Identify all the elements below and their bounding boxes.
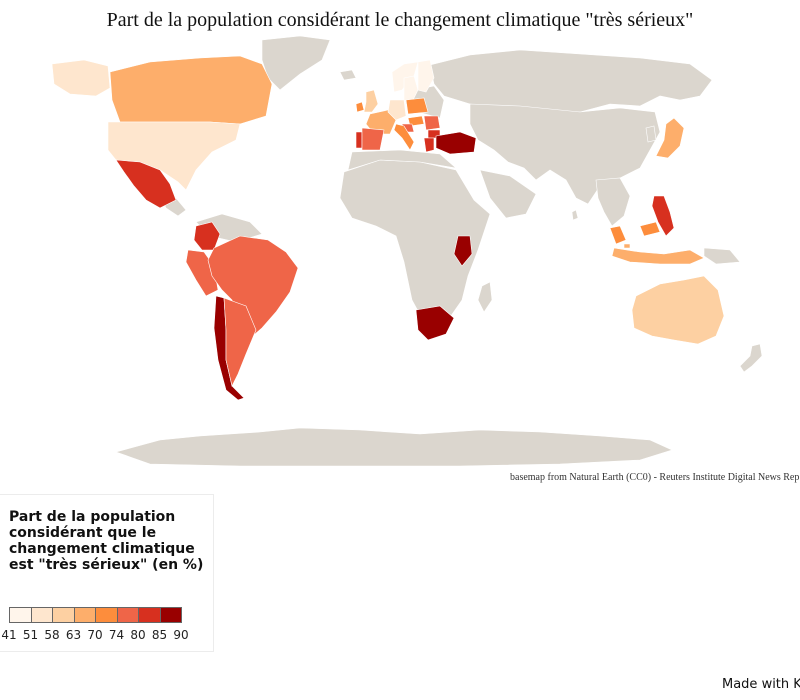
country-sweden: [403, 75, 419, 103]
country-philippines: [651, 195, 675, 237]
legend-swatch: [138, 607, 161, 623]
legend-tick-labels: 41 51 58 63 70 74 80 85 90: [0, 628, 205, 644]
country-spain: [361, 127, 385, 151]
legend-title: Part de la population considérant que le…: [9, 509, 204, 573]
made-with-credit[interactable]: Made with K: [722, 677, 800, 692]
country-korea: [645, 125, 657, 143]
legend-tick: 51: [22, 628, 39, 642]
country-se-asia: [595, 177, 631, 227]
legend-swatch: [73, 607, 96, 623]
legend-tick: 85: [151, 628, 168, 642]
legend-tick: 90: [173, 628, 189, 642]
map-attribution: basemap from Natural Earth (CC0) - Reute…: [510, 472, 800, 483]
country-malaysia-borneo: [639, 221, 661, 237]
country-france: [365, 109, 397, 135]
legend-tick: 58: [44, 628, 60, 642]
country-turkey: [435, 131, 477, 155]
country-sri-lanka: [571, 209, 579, 221]
country-greenland: [261, 35, 331, 91]
country-madagascar: [477, 281, 493, 313]
legend-tick: 74: [108, 628, 125, 642]
country-italy: [393, 123, 415, 151]
legend-swatches: [9, 607, 182, 623]
country-japan: [655, 117, 685, 159]
country-argentina: [223, 297, 257, 387]
country-africa: [339, 159, 491, 323]
legend-swatch: [52, 607, 75, 623]
country-russia: [429, 49, 713, 113]
country-ireland: [355, 101, 365, 113]
country-poland: [405, 97, 429, 115]
country-north-africa: [347, 149, 457, 171]
country-singapore: [623, 243, 631, 249]
legend-tick: 63: [65, 628, 82, 642]
country-romania: [423, 115, 441, 131]
country-indonesia: [611, 247, 705, 265]
country-australia: [631, 275, 725, 345]
legend-swatch: [159, 607, 182, 623]
legend-tick: 70: [87, 628, 103, 642]
country-greece: [423, 137, 435, 153]
country-uk: [363, 89, 379, 113]
country-south-africa: [415, 305, 455, 341]
country-malaysia: [609, 225, 627, 245]
country-antarctica: [114, 427, 673, 467]
world-map[interactable]: [0, 30, 800, 470]
country-papua: [703, 247, 741, 265]
legend-swatch: [95, 607, 118, 623]
map-title: Part de la population considérant le cha…: [106, 9, 694, 31]
legend-swatch: [116, 607, 139, 623]
country-arabia: [479, 169, 537, 219]
legend-swatch: [30, 607, 53, 623]
legend: Part de la population considérant que le…: [0, 494, 214, 652]
country-portugal: [355, 131, 363, 149]
country-alaska: [51, 59, 111, 97]
country-iceland: [339, 69, 357, 81]
legend-swatch: [9, 607, 32, 623]
data-layer: [51, 55, 725, 401]
legend-tick: 41: [1, 628, 17, 642]
country-brazil: [207, 235, 299, 341]
country-usa: [107, 121, 241, 191]
legend-tick: 80: [130, 628, 146, 642]
country-mexico: [115, 159, 177, 209]
country-new-zealand: [739, 343, 763, 373]
country-canada: [109, 55, 273, 125]
country-germany: [387, 99, 407, 121]
country-hungary: [407, 115, 425, 127]
country-finland: [417, 59, 435, 93]
country-kenya: [453, 235, 473, 267]
land-layer: [114, 35, 763, 467]
